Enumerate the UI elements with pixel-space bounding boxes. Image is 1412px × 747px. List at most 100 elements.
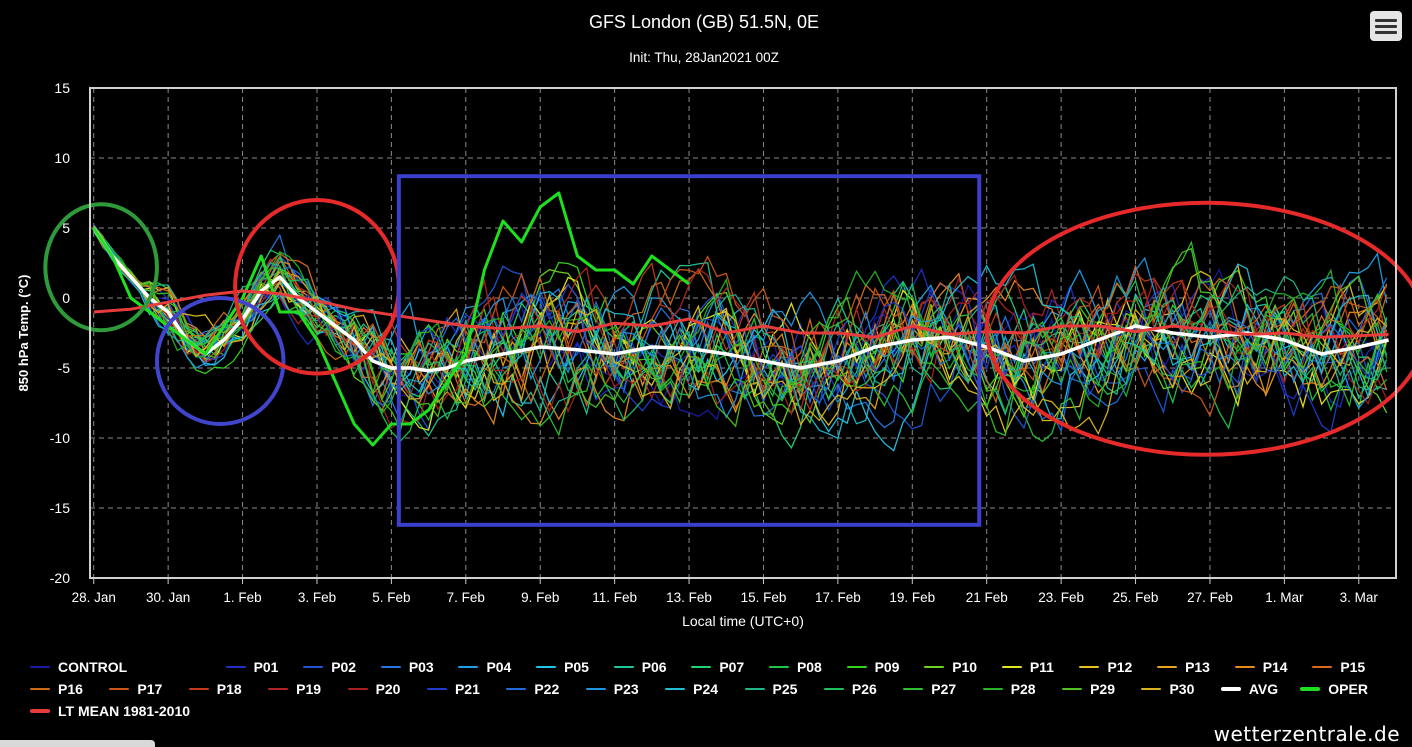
- legend-swatch: [982, 688, 1003, 690]
- plot-frame: [89, 87, 1397, 579]
- annotation-ellipse-4: [984, 200, 1412, 457]
- legend-item-p02[interactable]: P02: [303, 659, 381, 675]
- legend-item-p04[interactable]: P04: [458, 659, 536, 675]
- series-line-lt-mean-1981-2010: [93, 289, 1389, 339]
- legend-item-p14[interactable]: P14: [1234, 659, 1313, 675]
- legend-label: P28: [1010, 681, 1036, 697]
- legend-row: LT MEAN 1981-2010: [30, 700, 1390, 722]
- ensemble-line-p26: [93, 227, 1388, 422]
- y-tick-label: 10: [54, 150, 70, 166]
- legend-item-p28[interactable]: P28: [982, 681, 1062, 697]
- legend-item-p09[interactable]: P09: [846, 659, 925, 675]
- legend-label: P15: [1340, 659, 1366, 675]
- legend-label: P02: [331, 659, 357, 675]
- legend-swatch: [426, 688, 447, 690]
- legend-item-p20[interactable]: P20: [347, 681, 427, 697]
- legend-swatch: [1062, 688, 1083, 690]
- legend-item-p21[interactable]: P21: [426, 681, 506, 697]
- legend-item-p18[interactable]: P18: [188, 681, 268, 697]
- legend-swatch: [1300, 687, 1321, 691]
- legend-item-p06[interactable]: P06: [613, 659, 692, 675]
- legend-label: P07: [719, 659, 745, 675]
- y-tick-label: -5: [58, 360, 71, 376]
- x-tick-label: 11. Feb: [592, 590, 637, 605]
- legend-swatch: [188, 688, 209, 690]
- legend-item-p08[interactable]: P08: [768, 659, 847, 675]
- ensemble-line-p27: [93, 230, 1388, 443]
- legend-item-avg[interactable]: AVG: [1220, 681, 1300, 697]
- x-tick-label: 21 Feb: [966, 590, 1008, 605]
- legend-item-p17[interactable]: P17: [109, 681, 188, 697]
- legend-label: P03: [408, 659, 434, 675]
- x-tick-label: 28. Jan: [72, 590, 116, 605]
- legend-swatch: [1312, 666, 1333, 668]
- legend-swatch: [347, 688, 368, 690]
- legend-swatch: [109, 688, 130, 690]
- legend-item-p30[interactable]: P30: [1141, 681, 1220, 697]
- legend-item-p19[interactable]: P19: [268, 681, 347, 697]
- legend-label: P21: [454, 681, 480, 697]
- ensemble-line-p19: [93, 226, 1388, 413]
- ensemble-lines: [93, 224, 1388, 452]
- legend-item-p07[interactable]: P07: [691, 659, 769, 675]
- horizontal-scrollbar[interactable]: [0, 740, 155, 747]
- legend-swatch: [536, 666, 557, 668]
- legend-label: P22: [534, 681, 560, 697]
- legend-swatch: [823, 688, 844, 690]
- legend-item-lt-mean-1981-2010[interactable]: LT MEAN 1981-2010: [30, 703, 230, 719]
- x-tick-label: 30. Jan: [146, 590, 190, 605]
- legend-item-p12[interactable]: P12: [1079, 659, 1157, 675]
- legend-item-p22[interactable]: P22: [506, 681, 585, 697]
- legend-item-p10[interactable]: P10: [924, 659, 1002, 675]
- legend-swatch: [30, 666, 50, 668]
- y-axis-label: 850 hPa Temp. (°C): [16, 275, 31, 392]
- legend-item-p24[interactable]: P24: [665, 681, 744, 697]
- legend-swatch: [744, 688, 765, 690]
- x-tick-label: 25. Feb: [1113, 590, 1159, 605]
- ensemble-line-p29: [93, 226, 1388, 431]
- legend-item-p13[interactable]: P13: [1157, 659, 1235, 675]
- legend-label: P25: [772, 681, 798, 697]
- chart-subtitle: Init: Thu, 28Jan2021 00Z: [629, 50, 779, 65]
- legend-label: P30: [1169, 681, 1195, 697]
- legend-swatch: [665, 688, 686, 690]
- legend-item-p26[interactable]: P26: [823, 681, 903, 697]
- ensemble-line-p15: [93, 228, 1388, 410]
- x-tick-label: 1. Feb: [223, 590, 261, 605]
- legend-item-p05[interactable]: P05: [536, 659, 614, 675]
- legend-item-oper[interactable]: OPER: [1300, 681, 1379, 697]
- legend-swatch: [458, 666, 479, 668]
- legend-label: P05: [564, 659, 589, 675]
- legend-label: P13: [1185, 659, 1210, 675]
- legend-label: P17: [137, 681, 163, 697]
- legend-item-p11[interactable]: P11: [1001, 659, 1080, 675]
- legend-label: P29: [1090, 681, 1115, 697]
- x-axis-label: Local time (UTC+0): [682, 613, 804, 629]
- legend-label: P10: [952, 659, 978, 675]
- legend-item-p03[interactable]: P03: [380, 659, 459, 675]
- legend-item-p15[interactable]: P15: [1312, 659, 1390, 675]
- legend-item-p25[interactable]: P25: [744, 681, 824, 697]
- x-tick-label: 13. Feb: [666, 590, 712, 605]
- annotation-rectangle: [396, 174, 982, 527]
- y-tick-label: 5: [62, 220, 70, 236]
- legend-swatch: [268, 688, 289, 690]
- legend-item-p27[interactable]: P27: [903, 681, 982, 697]
- legend-swatch: [1157, 666, 1178, 668]
- x-tick-label: 19. Feb: [889, 590, 935, 605]
- legend-label: P04: [486, 659, 512, 675]
- brand-logo-text: wetterzentrale.de: [1213, 722, 1400, 746]
- legend-item-control[interactable]: CONTROL: [30, 659, 226, 675]
- legend-item-p29[interactable]: P29: [1062, 681, 1141, 697]
- legend-item-p01[interactable]: P01: [225, 659, 304, 675]
- y-tick-label: -20: [50, 570, 70, 586]
- x-tick-label: 15. Feb: [741, 590, 787, 605]
- hamburger-menu-button[interactable]: [1370, 11, 1402, 41]
- legend-item-p23[interactable]: P23: [585, 681, 665, 697]
- legend-label: P06: [641, 659, 667, 675]
- x-tick-label: 17. Feb: [815, 590, 861, 605]
- legend-label: P19: [296, 681, 322, 697]
- legend-item-p16[interactable]: P16: [30, 681, 109, 697]
- legend-swatch: [1079, 666, 1100, 668]
- legend-label: P26: [851, 681, 877, 697]
